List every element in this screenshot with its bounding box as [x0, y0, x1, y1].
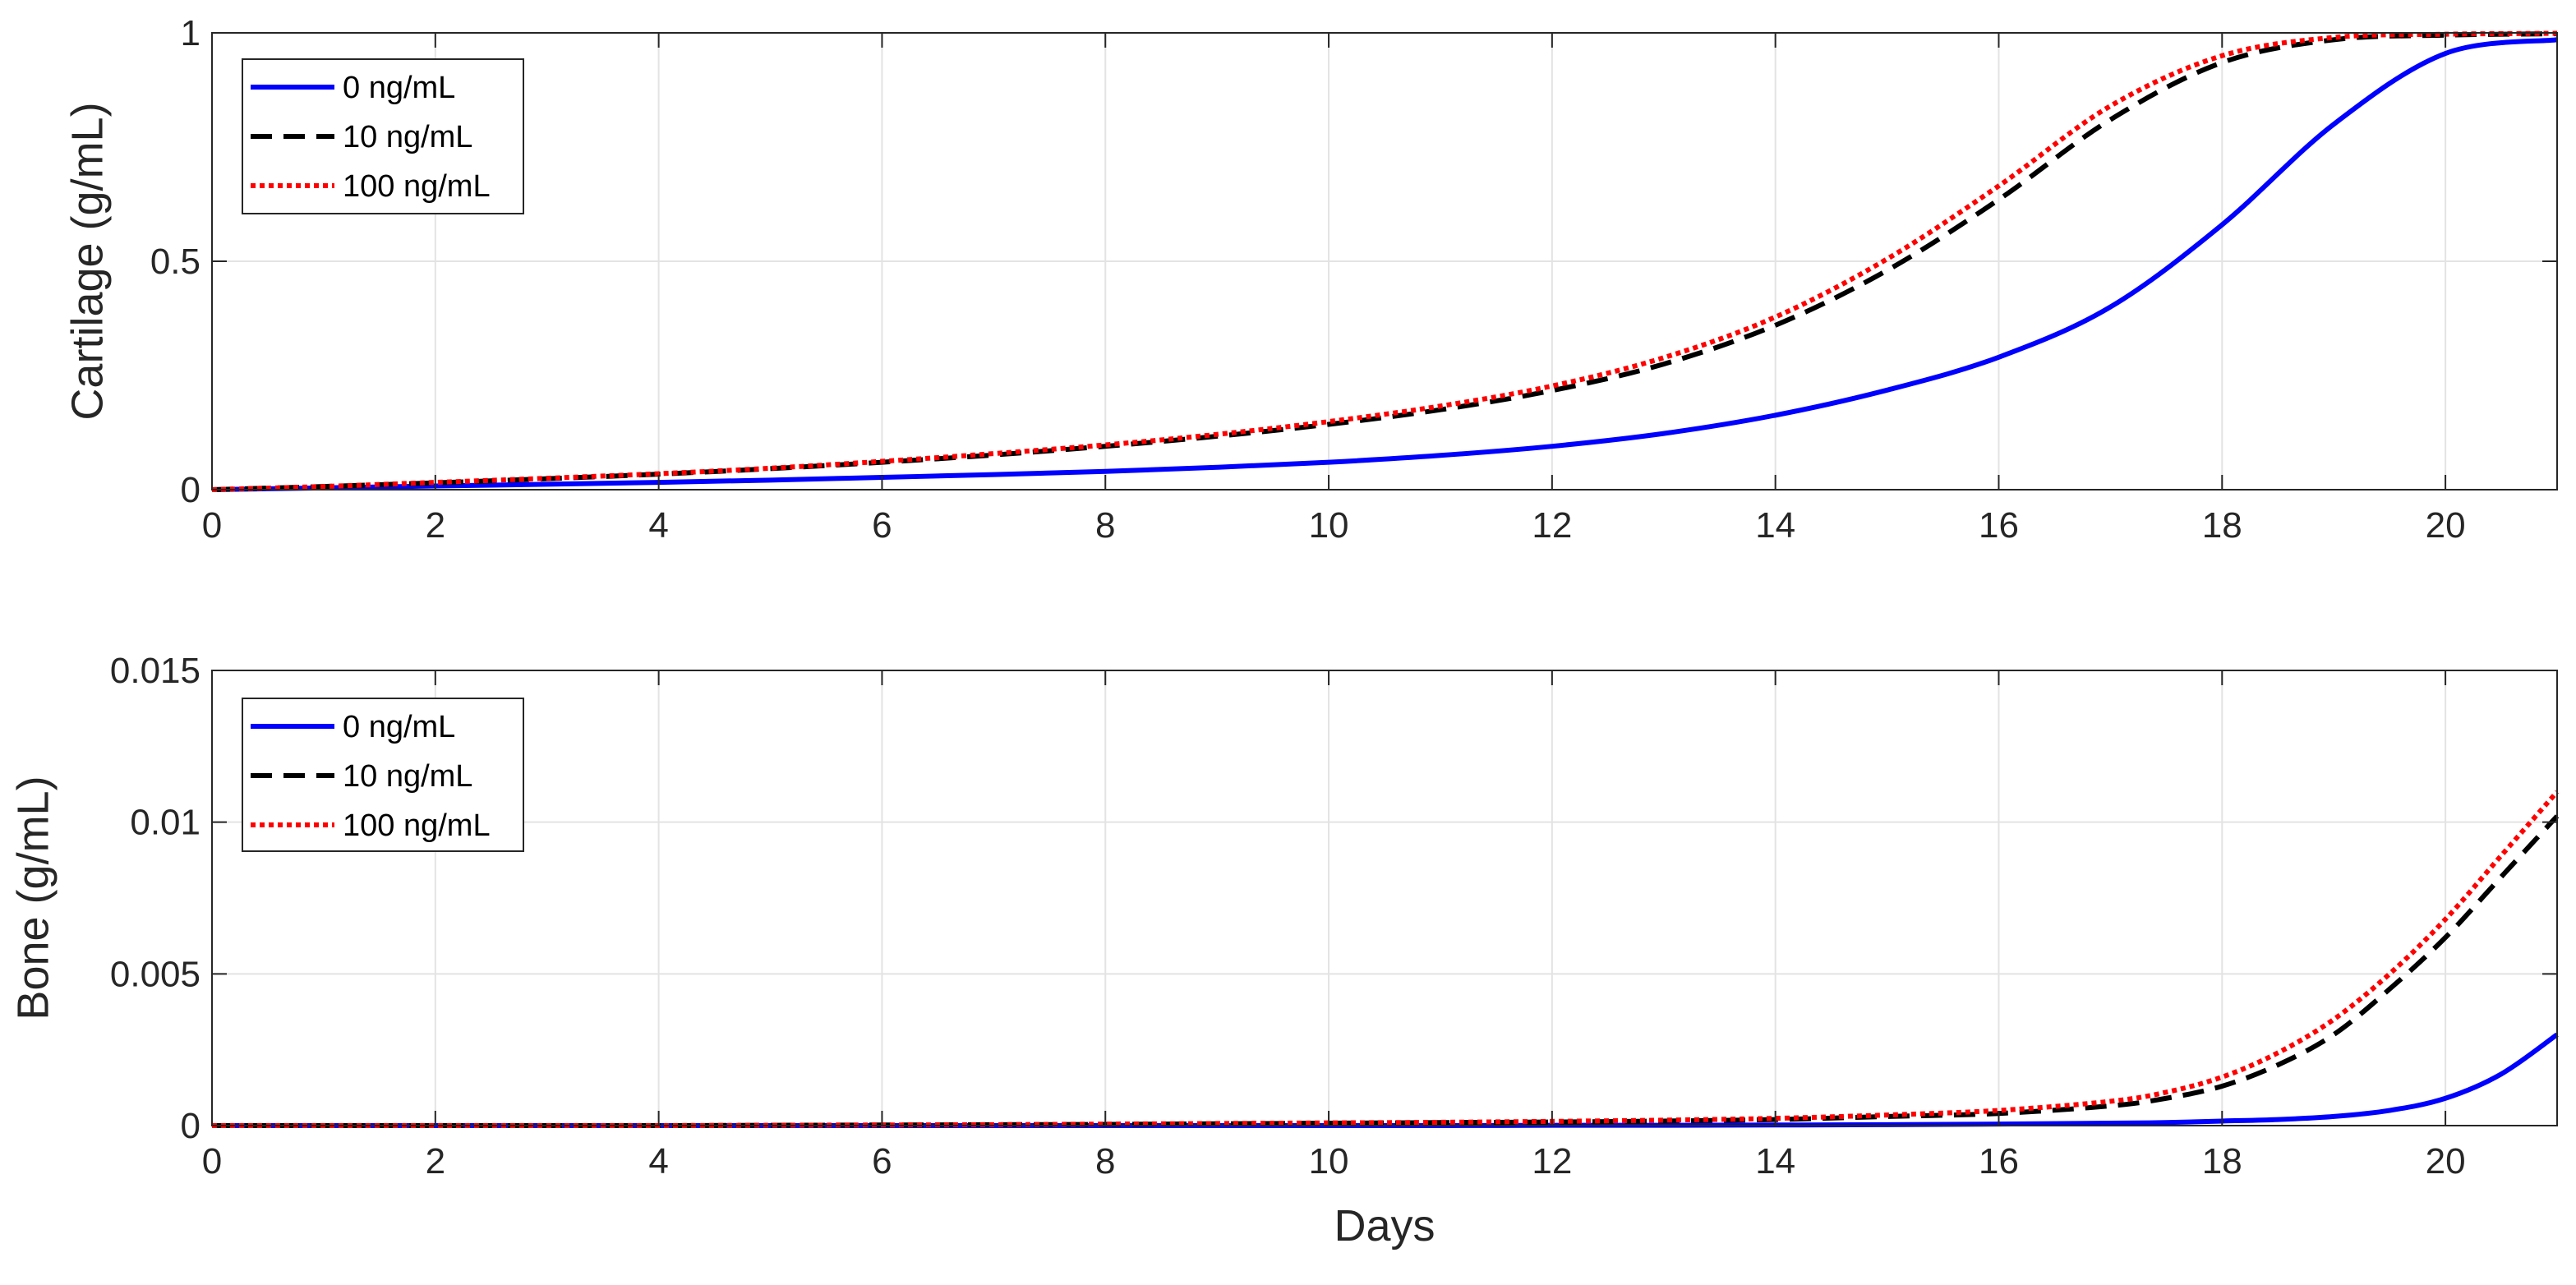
cartilage-x-tick-label: 12 — [1532, 505, 1572, 546]
bone-axes-frame — [211, 670, 2558, 1126]
cartilage-x-tick-label: 0 — [202, 505, 222, 546]
cartilage-series-2-line — [211, 30, 2558, 492]
cartilage-legend: 0 ng/mL 10 ng/mL 100 ng/mL — [242, 58, 524, 214]
cartilage-x-tick-label: 2 — [426, 505, 445, 546]
bone-legend: 0 ng/mL 10 ng/mL 100 ng/mL — [242, 698, 524, 852]
bone-x-tick-label: 18 — [2202, 1141, 2242, 1181]
cartilage-legend-label-0: 0 ng/mL — [343, 71, 455, 105]
bone-x-tick-label: 20 — [2426, 1141, 2466, 1181]
cartilage-x-tick-label: 14 — [1755, 505, 1795, 546]
bone-x-tick-label: 16 — [1979, 1141, 2019, 1181]
bone-x-tick-label: 6 — [872, 1141, 892, 1181]
bone-y-axis-label: Bone (g/mL) — [8, 776, 58, 1020]
bone-legend-label-0: 0 ng/mL — [343, 710, 455, 744]
bone-y-tick-label: 0.005 — [110, 954, 200, 994]
bone-x-tick-label: 2 — [426, 1141, 445, 1181]
cartilage-x-tick-label: 20 — [2426, 505, 2466, 546]
bone-legend-label-1: 10 ng/mL — [343, 759, 472, 794]
bone-x-tick-label: 0 — [202, 1141, 222, 1181]
cartilage-x-tick-label: 6 — [872, 505, 892, 546]
cartilage-series — [211, 30, 2558, 492]
bone-x-tick-label: 12 — [1532, 1141, 1572, 1181]
bone-ticks: 0 2 4 6 8 10 12 14 16 18 20 0 0.005 0.01 0.015 — [110, 651, 2557, 1181]
bone-x-axis-label: Days — [1334, 1201, 1435, 1250]
bone-y-tick-label: 0.01 — [130, 803, 200, 843]
bone-x-tick-label: 8 — [1095, 1141, 1115, 1181]
cartilage-x-tick-label: 8 — [1095, 505, 1115, 546]
bone-x-tick-label: 4 — [648, 1141, 668, 1181]
cartilage-x-tick-label: 4 — [648, 505, 668, 546]
cartilage-x-tick-label: 10 — [1309, 505, 1349, 546]
cartilage-y-axis-label: Cartilage (g/mL) — [62, 102, 112, 420]
bone-y-tick-label: 0.015 — [110, 651, 200, 691]
cartilage-y-tick-label: 1 — [181, 13, 200, 53]
cartilage-legend-label-2: 100 ng/mL — [343, 169, 491, 204]
cartilage-series-0-line — [211, 37, 2558, 492]
bone-legend-label-2: 100 ng/mL — [343, 808, 491, 843]
cartilage-legend-label-1: 10 ng/mL — [343, 120, 472, 154]
cartilage-y-tick-label: 0.5 — [150, 242, 200, 282]
bone-x-tick-label: 10 — [1309, 1141, 1349, 1181]
bone-y-tick-label: 0 — [181, 1106, 200, 1146]
bone-plot: 0 2 4 6 8 10 12 14 16 18 20 0 0.005 0.01 0.015 Bone (g… — [8, 651, 2560, 1250]
bone-x-tick-label: 14 — [1755, 1141, 1795, 1181]
cartilage-x-tick-label: 16 — [1979, 505, 2019, 546]
cartilage-y-tick-label: 0 — [181, 470, 200, 510]
cartilage-ticks: 0 2 4 6 8 10 12 14 16 18 20 0 0.5 1 — [150, 13, 2557, 546]
cartilage-x-tick-label: 18 — [2202, 505, 2242, 546]
